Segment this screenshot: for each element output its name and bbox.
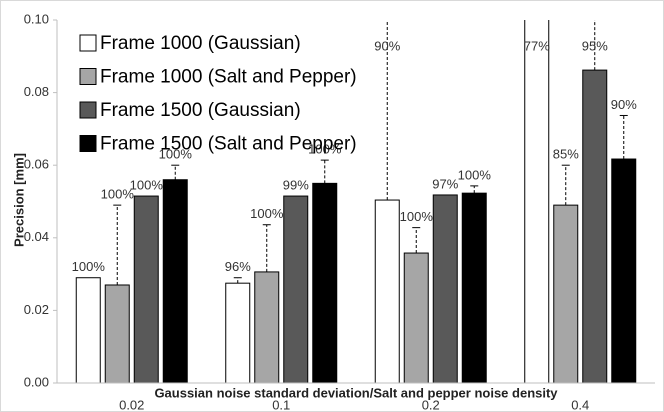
bar bbox=[254, 271, 280, 383]
data-label: 95% bbox=[582, 38, 608, 53]
y-tick-label: 0.10 bbox=[24, 11, 49, 26]
bar bbox=[374, 199, 400, 383]
data-label: 97% bbox=[432, 176, 458, 191]
legend-label: Frame 1000 (Salt and Pepper) bbox=[100, 67, 357, 88]
data-label: 90% bbox=[611, 97, 637, 112]
x-tick-label: 0.4 bbox=[571, 397, 589, 412]
legend-label: Frame 1500 (Gaussian) bbox=[100, 100, 301, 121]
legend-swatch bbox=[79, 68, 97, 85]
bar bbox=[283, 195, 309, 383]
legend-swatch bbox=[79, 34, 97, 52]
bar bbox=[524, 20, 550, 383]
data-label: 96% bbox=[225, 259, 251, 274]
bar bbox=[312, 182, 338, 383]
x-axis-label: Gaussian noise standard deviation/Salt a… bbox=[154, 385, 558, 400]
bar bbox=[133, 195, 159, 383]
data-label: 85% bbox=[553, 147, 579, 162]
bar bbox=[162, 179, 188, 383]
bar bbox=[75, 277, 101, 383]
legend-label: Frame 1500 (Salt and Pepper) bbox=[100, 134, 357, 155]
y-axis-label: Precision [mm] bbox=[11, 153, 26, 247]
bar bbox=[104, 284, 130, 383]
data-label: 77% bbox=[524, 38, 550, 53]
x-tick-label: 0.02 bbox=[119, 397, 144, 412]
bar bbox=[582, 69, 608, 383]
legend-swatch bbox=[79, 135, 97, 152]
data-label: 100% bbox=[130, 177, 164, 192]
x-tick-label: 0.1 bbox=[272, 397, 290, 412]
y-tick-label: 0.00 bbox=[24, 374, 49, 389]
bar bbox=[403, 252, 429, 383]
data-label: 100% bbox=[308, 142, 342, 157]
legend-swatch bbox=[79, 101, 97, 119]
bar bbox=[432, 194, 458, 383]
data-label: 100% bbox=[400, 209, 434, 224]
data-label: 100% bbox=[250, 206, 284, 221]
y-tick-label: 0.02 bbox=[24, 302, 49, 317]
bar bbox=[225, 282, 251, 383]
data-label: 100% bbox=[458, 167, 492, 182]
bar bbox=[553, 204, 579, 383]
bar bbox=[461, 192, 487, 383]
data-label: 100% bbox=[159, 147, 193, 162]
data-label: 100% bbox=[72, 259, 106, 274]
y-tick-label: 0.06 bbox=[24, 157, 49, 172]
data-label: 100% bbox=[101, 187, 135, 202]
plot-area bbox=[75, 20, 637, 383]
y-tick-label: 0.08 bbox=[24, 84, 49, 99]
bar bbox=[611, 158, 637, 383]
legend-label: Frame 1000 (Gaussian) bbox=[100, 33, 301, 54]
x-tick-label: 0.2 bbox=[422, 397, 440, 412]
data-label: 90% bbox=[374, 38, 400, 53]
data-label: 99% bbox=[283, 177, 309, 192]
y-tick-label: 0.04 bbox=[24, 229, 49, 244]
